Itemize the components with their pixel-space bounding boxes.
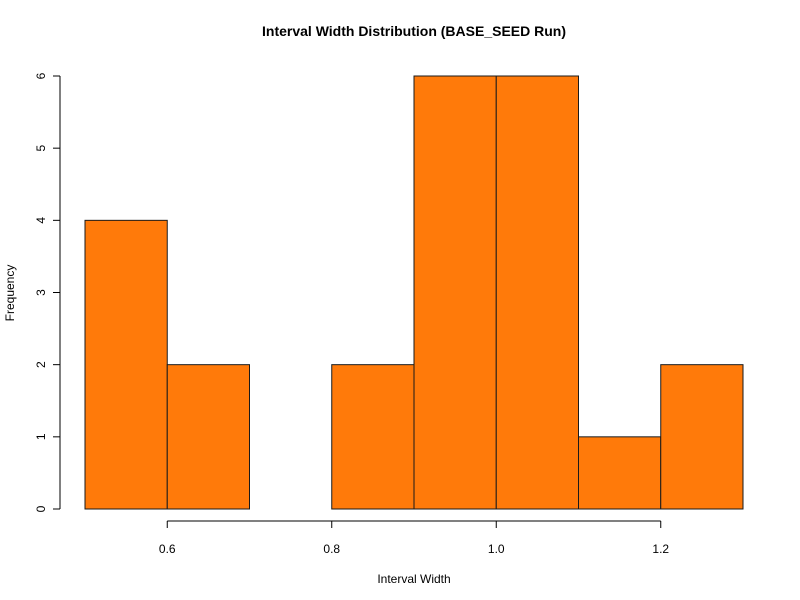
y-tick-label-4: 3 (34, 289, 48, 296)
chart-title: Interval Width Distribution (BASE_SEED R… (262, 23, 566, 39)
x-tick-label-1: 0.6 (159, 542, 176, 556)
y-tick-label-6: 5 (34, 145, 48, 152)
histogram-bar-4 (331, 364, 415, 510)
histogram-bar-6 (495, 75, 579, 510)
x-axis: 0.6 0.8 1.0 1.2 (159, 520, 669, 556)
histogram-bar-7 (578, 436, 662, 510)
histogram-bar-2 (166, 364, 250, 510)
y-axis: 0 1 2 3 4 5 6 (34, 72, 61, 512)
y-tick-label-2: 1 (34, 433, 48, 440)
x-tick-label-2: 0.8 (323, 542, 340, 556)
histogram-bar-1 (84, 219, 168, 510)
y-tick-label-1: 0 (34, 505, 48, 512)
bars-group (84, 75, 744, 510)
histogram-bar-5 (413, 75, 497, 510)
x-axis-label: Interval Width (377, 572, 450, 586)
y-tick-label-3: 2 (34, 361, 48, 368)
y-tick-label-5: 4 (34, 217, 48, 224)
x-tick-label-3: 1.0 (488, 542, 505, 556)
histogram-bar-8 (660, 364, 744, 510)
y-axis-label: Frequency (3, 265, 17, 322)
y-tick-label-7: 6 (34, 72, 48, 79)
x-tick-label-4: 1.2 (652, 542, 669, 556)
